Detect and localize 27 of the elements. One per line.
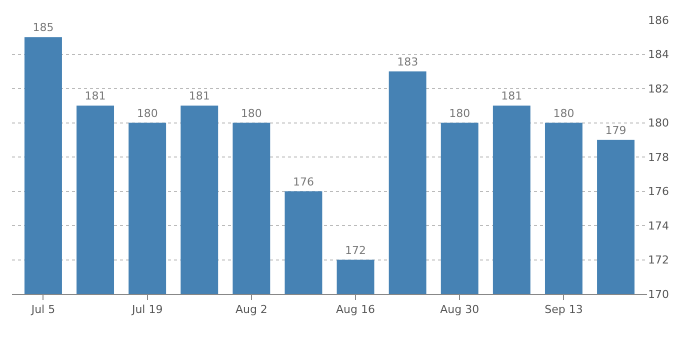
x-tick-label: Sep 13 [544, 303, 583, 316]
x-tick-label: Aug 16 [336, 303, 376, 316]
x-tick-label: Aug 2 [235, 303, 268, 316]
y-tick-label: 176 [648, 185, 669, 198]
x-tick-label: Aug 30 [440, 303, 480, 316]
y-tick-label: 186 [648, 14, 669, 27]
y-tick-label: 180 [648, 116, 669, 130]
y-tick-label: 170 [648, 288, 669, 301]
data-label: 180 [553, 106, 574, 120]
y-tick-label: 184 [648, 48, 669, 62]
data-label: 179 [605, 124, 626, 137]
data-label: 181 [84, 90, 106, 103]
x-tick-label: Jul 19 [130, 303, 163, 316]
data-label: 180 [240, 106, 262, 120]
y-tick-label: 172 [648, 254, 669, 267]
y-tick-label: 178 [648, 150, 669, 164]
data-label: 181 [501, 90, 522, 103]
data-label: 180 [136, 106, 158, 120]
data-label: 172 [345, 244, 366, 257]
x-tick-label: Jul 5 [30, 303, 56, 316]
y-tick-label: 174 [648, 219, 669, 232]
data-label: 180 [449, 106, 470, 120]
data-label: 181 [188, 90, 210, 103]
data-label: 185 [32, 21, 54, 34]
data-label: 183 [397, 55, 418, 68]
y-tick-label: 182 [648, 82, 669, 96]
data-label: 176 [292, 175, 314, 188]
